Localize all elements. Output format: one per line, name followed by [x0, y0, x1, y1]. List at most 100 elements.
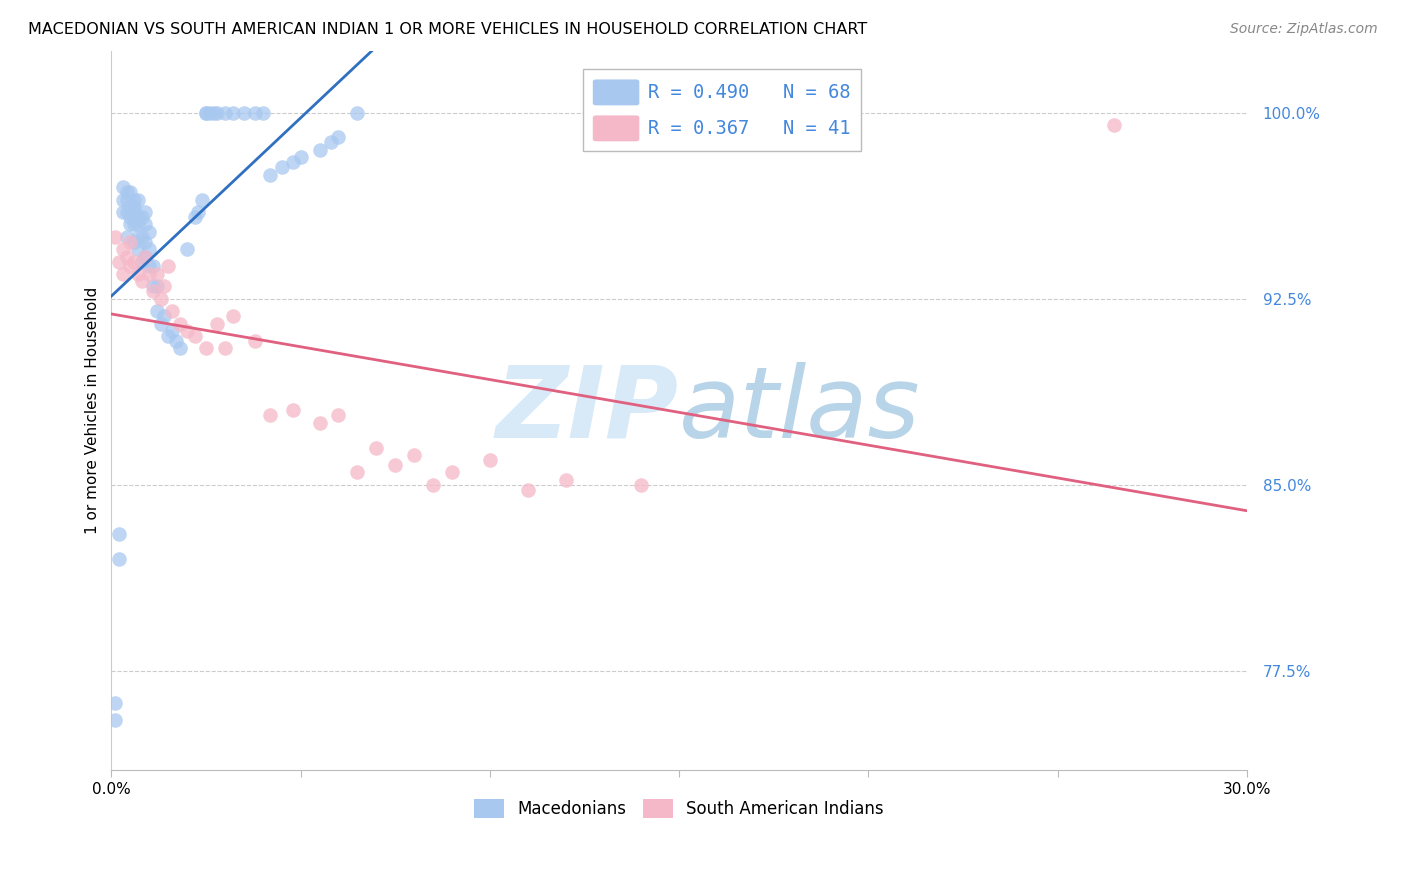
- Point: [554, 473, 576, 487]
- Point: [191, 193, 214, 207]
- Point: [146, 267, 169, 281]
- Point: [214, 342, 236, 356]
- Point: [630, 477, 652, 491]
- Point: [160, 324, 183, 338]
- Point: [111, 242, 134, 256]
- Point: [281, 155, 304, 169]
- Point: [134, 250, 156, 264]
- Point: [270, 161, 292, 175]
- Legend: Macedonians, South American Indians: Macedonians, South American Indians: [465, 790, 893, 826]
- Point: [221, 309, 243, 323]
- FancyBboxPatch shape: [593, 79, 640, 105]
- Point: [131, 229, 153, 244]
- Point: [384, 458, 406, 472]
- Point: [160, 304, 183, 318]
- Point: [328, 130, 350, 145]
- Point: [122, 235, 145, 249]
- Point: [127, 217, 149, 231]
- Point: [122, 193, 145, 207]
- Point: [127, 267, 149, 281]
- Point: [134, 235, 156, 249]
- Point: [153, 309, 176, 323]
- Point: [122, 205, 145, 219]
- Point: [115, 193, 138, 207]
- Point: [115, 205, 138, 219]
- Point: [127, 210, 149, 224]
- Point: [127, 242, 149, 256]
- Point: [104, 229, 127, 244]
- Point: [120, 200, 142, 214]
- Point: [440, 466, 463, 480]
- Point: [207, 317, 229, 331]
- Point: [157, 329, 180, 343]
- Point: [198, 105, 221, 120]
- Text: MACEDONIAN VS SOUTH AMERICAN INDIAN 1 OR MORE VEHICLES IN HOUSEHOLD CORRELATION : MACEDONIAN VS SOUTH AMERICAN INDIAN 1 OR…: [28, 22, 868, 37]
- Text: R = 0.490   N = 68: R = 0.490 N = 68: [648, 83, 851, 102]
- Point: [195, 105, 218, 120]
- Point: [259, 168, 281, 182]
- Point: [319, 136, 342, 150]
- FancyBboxPatch shape: [582, 69, 860, 152]
- Point: [120, 235, 142, 249]
- Point: [422, 477, 444, 491]
- Point: [214, 105, 236, 120]
- Point: [328, 409, 350, 423]
- Point: [202, 105, 225, 120]
- Point: [142, 285, 165, 299]
- Point: [122, 254, 145, 268]
- Point: [308, 416, 330, 430]
- Point: [111, 205, 134, 219]
- Point: [252, 105, 274, 120]
- FancyBboxPatch shape: [593, 115, 640, 141]
- Text: Source: ZipAtlas.com: Source: ZipAtlas.com: [1230, 22, 1378, 37]
- Point: [131, 274, 153, 288]
- Point: [245, 105, 267, 120]
- Y-axis label: 1 or more Vehicles in Household: 1 or more Vehicles in Household: [86, 286, 100, 534]
- Point: [111, 180, 134, 194]
- Point: [108, 552, 131, 566]
- Text: ZIP: ZIP: [496, 362, 679, 458]
- Point: [142, 279, 165, 293]
- Point: [232, 105, 254, 120]
- Point: [108, 254, 131, 268]
- Point: [115, 229, 138, 244]
- Point: [104, 714, 127, 728]
- Point: [195, 105, 218, 120]
- Point: [138, 225, 160, 239]
- Point: [404, 448, 426, 462]
- Point: [281, 403, 304, 417]
- Point: [134, 205, 156, 219]
- Point: [142, 260, 165, 274]
- Point: [221, 105, 243, 120]
- Point: [127, 229, 149, 244]
- Text: atlas: atlas: [679, 362, 921, 458]
- Point: [183, 329, 205, 343]
- Point: [346, 466, 368, 480]
- Point: [115, 250, 138, 264]
- Point: [207, 105, 229, 120]
- Point: [120, 205, 142, 219]
- Point: [366, 441, 388, 455]
- Point: [122, 200, 145, 214]
- Point: [134, 250, 156, 264]
- Point: [153, 279, 176, 293]
- Point: [134, 217, 156, 231]
- Point: [108, 527, 131, 541]
- Point: [176, 324, 198, 338]
- Point: [138, 242, 160, 256]
- Point: [120, 185, 142, 199]
- Point: [131, 254, 153, 268]
- Point: [346, 105, 368, 120]
- Point: [138, 267, 160, 281]
- Point: [183, 210, 205, 224]
- Point: [149, 292, 172, 306]
- Point: [157, 260, 180, 274]
- Point: [120, 260, 142, 274]
- Point: [115, 185, 138, 199]
- Point: [169, 317, 191, 331]
- Point: [165, 334, 187, 348]
- Point: [120, 210, 142, 224]
- Point: [138, 260, 160, 274]
- Point: [146, 279, 169, 293]
- Point: [127, 193, 149, 207]
